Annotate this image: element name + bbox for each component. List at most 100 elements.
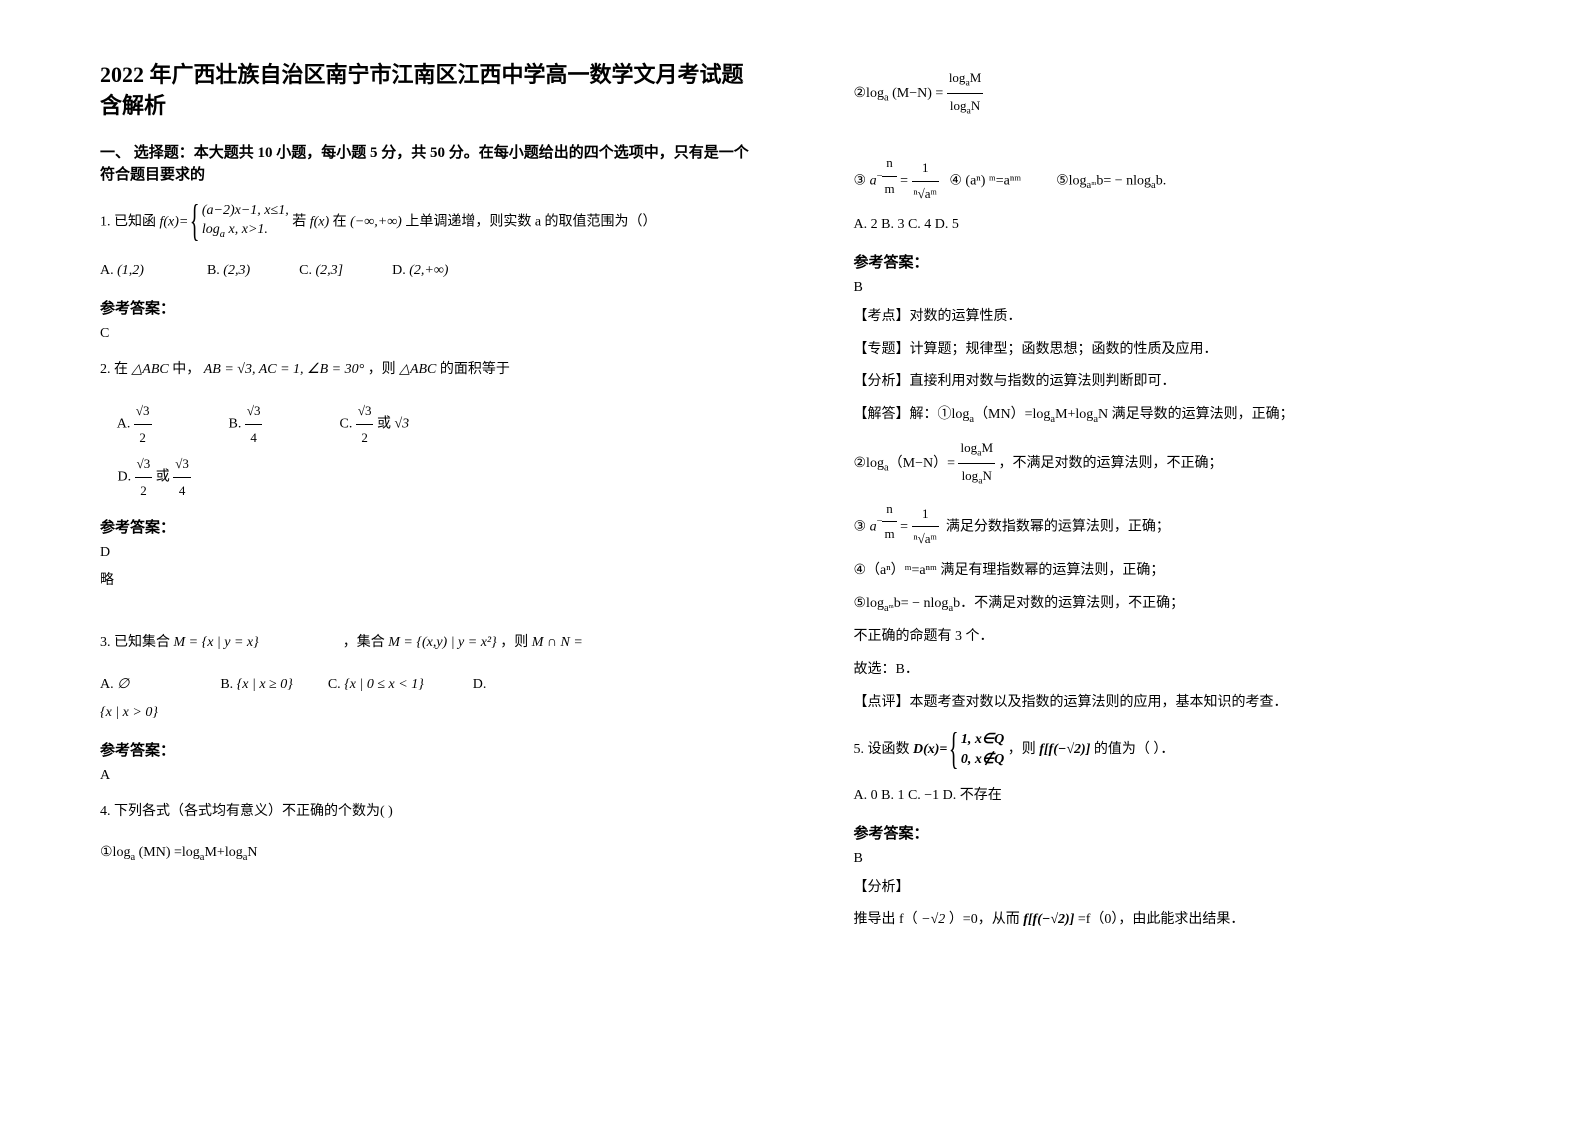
q4-options: A. 2 B. 3 C. 4 D. 5 (854, 212, 1508, 239)
q1-optA: (1,2) (117, 263, 144, 278)
q5-e-arg: −√2 (921, 912, 945, 927)
q1-optD-label: D. (392, 263, 406, 278)
q2-c-num: √3 (356, 398, 374, 425)
q1-optB-label: B. (207, 263, 220, 278)
q4-exp5: ②loga（M−N）= logaM logaN ，不满足对数的运算法则，不正确； (854, 436, 1508, 491)
q1-case1: (a−2)x−1, x≤1, (202, 201, 289, 221)
q5-mid: ，则 (1008, 742, 1036, 757)
q4-i2-mid: (M−N) = (889, 86, 947, 101)
q4-e4-m2: M+log (1055, 407, 1093, 422)
q4-i5-mid: b= − nlog (1096, 173, 1151, 188)
question-1: 1. 已知函 f(x)= (a−2)x−1, x≤1, loga x, x>1.… (100, 201, 754, 243)
q3-mid: ，集合 (343, 635, 385, 650)
q1-at: 在 (333, 214, 347, 229)
q4-i4: ④ (aⁿ) ᵐ=aⁿᵐ (949, 173, 1021, 188)
q4-i2-npre: log (949, 70, 966, 85)
q3-optA-label: A. (100, 677, 114, 692)
q4-i5-pre: ⑤log (1056, 173, 1086, 188)
q4-e5-dend: N (983, 468, 992, 483)
q2-answer-label: 参考答案： (100, 516, 754, 537)
q2-mid2: ，则 (368, 362, 396, 377)
q3-answer: A (100, 768, 754, 784)
q1-optA-label: A. (100, 263, 114, 278)
q4-i2-dend: N (971, 98, 980, 113)
q2-d-den1: 2 (135, 478, 153, 504)
q4-e6-rnum: 1 (912, 502, 939, 528)
q4-e5-dpre: log (962, 468, 979, 483)
q2-brief: 略 (100, 569, 754, 589)
q2-mid1: 中， (172, 362, 200, 377)
q4-i1-end: N (247, 845, 257, 860)
q4-e6-tail: 满足分数指数幂的运算法则，正确； (946, 519, 1170, 534)
q2-c-sqrt: √3 (394, 416, 409, 431)
q4-e4-end: N 满足导数的运算法则，正确； (1098, 407, 1294, 422)
q4-e5-npre: log (960, 440, 977, 455)
q5-tail: 的值为（ ）． (1094, 742, 1175, 757)
q2-d-num1: √3 (135, 451, 153, 478)
q5-answer-label: 参考答案： (854, 822, 1508, 843)
q4-e5-nend: M (981, 440, 993, 455)
q4-e6-base: a (870, 519, 877, 534)
q4-i2-pre: ②log (854, 86, 884, 101)
q4-e4-m1: （MN）=log (974, 407, 1050, 422)
q4-item2: ②loga (M−N) = logaM logaN (854, 66, 1508, 121)
q4-e5-tail: ，不满足对数的运算法则，不正确； (999, 455, 1223, 470)
q4-exp6: ③ a−nm = 1ⁿ√aᵐ 满足分数指数幂的运算法则，正确； (854, 497, 1508, 552)
q4-i3-rnum: 1 (912, 156, 939, 182)
q5-exp-label: 【分析】 (854, 875, 1508, 902)
q5-e-eq: =f（0），由此能求出结果． (1078, 912, 1245, 927)
q4-exp8: ⑤logaᵐb= − nlogab．不满足对数的运算法则，不正确； (854, 591, 1508, 619)
q1-optC-label: C. (299, 263, 312, 278)
q2-d-den2: 4 (173, 478, 191, 504)
q2-tri2: △ABC (399, 362, 436, 377)
q2-optC-label: C. (339, 416, 352, 431)
q4-exp1: 【考点】对数的运算性质． (854, 304, 1508, 331)
q4-item1: ①loga (MN) =logaM+logaN (100, 840, 754, 868)
q5-e-pre: 推导出 f（ (854, 912, 918, 927)
q4-e5-mid: （M−N）= (889, 455, 959, 470)
q5-case1: 1, x∈Q (961, 730, 1004, 750)
q4-e8-mid: b= − nlog (894, 596, 949, 611)
q4-i1-pre: ①log (100, 845, 130, 860)
q2-c-den: 2 (356, 425, 374, 451)
q1-fx: f(x) (310, 214, 329, 229)
q4-exp10: 故选：B． (854, 657, 1508, 684)
q4-i3-rden: ⁿ√aᵐ (912, 182, 939, 207)
q3-pre: 3. 已知集合 (100, 635, 170, 650)
q4-e6-pre: ③ (854, 519, 867, 534)
q1-range: (−∞,+∞) (350, 214, 402, 229)
q4-e5-pre: ②log (854, 455, 884, 470)
q2-optD-label: D. (118, 469, 132, 484)
q4-i5-end: b. (1156, 173, 1167, 188)
q2-d-or: 或 (156, 469, 170, 484)
q1-answer: C (100, 326, 754, 342)
q2-cond: AB = √3, AC = 1, ∠B = 30° (204, 362, 364, 377)
q2-pre: 2. 在 (100, 362, 128, 377)
q2-optA-label: A. (117, 416, 131, 431)
q2-tail: 的面积等于 (440, 362, 510, 377)
q3-optC-label: C. (328, 677, 341, 692)
q3-tail: M ∩ N = (532, 635, 583, 650)
q2-d-num2: √3 (173, 451, 191, 478)
q5-pre: 5. 设函数 (854, 742, 910, 757)
q4-i2-nend: M (970, 70, 982, 85)
q4-exp2: 【专题】计算题；规律型；函数思想；函数的性质及应用． (854, 337, 1508, 364)
q1-optB: (2,3) (223, 263, 250, 278)
q2-tri: △ABC (132, 362, 169, 377)
q1-case2-pre: log (202, 222, 220, 237)
q5-dx: D(x)= (913, 742, 947, 757)
q3-optC: {x | 0 ≤ x < 1} (344, 677, 424, 692)
q3-answer-label: 参考答案： (100, 739, 754, 760)
q4-e6-rden: ⁿ√aᵐ (912, 527, 939, 552)
q3-optD-label: D. (473, 677, 487, 692)
q3-optB: {x | x ≥ 0} (237, 677, 293, 692)
q4-i1-mid: (MN) =log (135, 845, 200, 860)
q2-c-or: 或 (377, 416, 391, 431)
q1-mid: 若 (292, 214, 306, 229)
q4-e4-pre: 【解答】解：①log (854, 407, 970, 422)
q1-tail: 上单调递增，则实数 a 的取值范围为（） (405, 214, 656, 229)
q4-i3-pre: ③ (854, 173, 867, 188)
q5-e-expr: f[f(−√2)] (1023, 912, 1074, 927)
q5-e-mid: ）=0，从而 (949, 912, 1020, 927)
q4-answer: B (854, 280, 1508, 296)
